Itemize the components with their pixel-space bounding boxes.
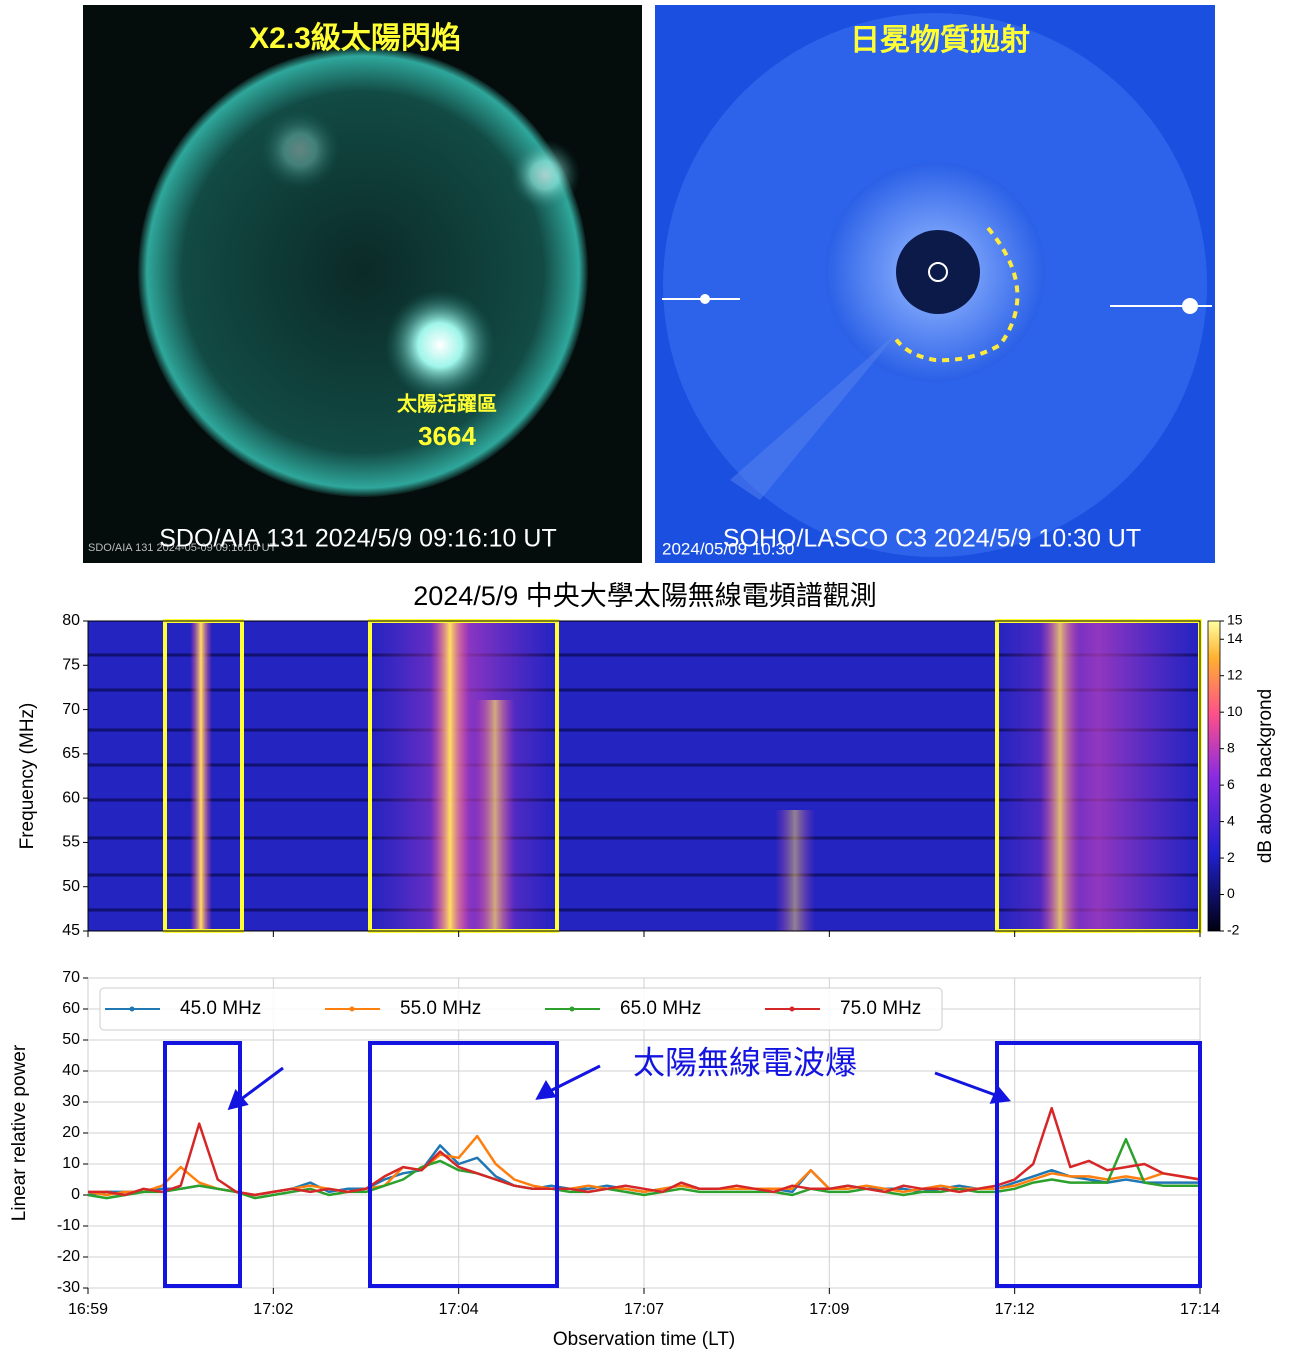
colorbar-tick-label: 10 <box>1227 703 1243 719</box>
image-title: X2.3級太陽閃焰 <box>249 21 461 55</box>
highlight-box <box>995 1041 1202 1288</box>
cme-streak <box>730 330 900 500</box>
y-tick-label: 65 <box>62 745 80 762</box>
x-tick-label: 17:07 <box>624 1301 664 1318</box>
burst-emission <box>475 700 515 931</box>
burst-emission <box>775 810 815 931</box>
y-tick-label: 20 <box>62 1124 80 1141</box>
legend-marker <box>569 1006 575 1012</box>
burst-emission <box>190 621 212 931</box>
annotation: 太陽無線電波爆 <box>633 1044 857 1080</box>
legend-marker <box>789 1006 795 1012</box>
y-tick-label: 30 <box>62 1093 80 1110</box>
image-title: 日冕物質拋射 <box>850 24 1030 57</box>
sun-marker <box>928 262 948 282</box>
colorbar-tick-label: 8 <box>1227 739 1235 755</box>
y-tick-label: -30 <box>57 1279 80 1296</box>
colorbar-tick-label: 14 <box>1227 630 1243 646</box>
burst-emission <box>430 621 470 931</box>
highlight-box <box>368 1041 559 1288</box>
legend-marker <box>129 1006 135 1012</box>
burst-emission <box>1040 621 1080 931</box>
image-stamp: 2024/05/09 10:30 <box>662 539 794 558</box>
y-tick-label: 10 <box>62 1155 80 1172</box>
y-tick-label: 50 <box>62 1031 80 1048</box>
y-tick-label: 60 <box>62 1000 80 1017</box>
colorbar <box>1207 620 1221 932</box>
y-tick-label: 50 <box>62 878 80 895</box>
x-tick-label: 17:04 <box>439 1301 479 1318</box>
image-caption: SDO/AIA 131 2024/5/9 09:16:10 UT <box>159 525 557 553</box>
x-tick-label: 17:02 <box>253 1301 293 1318</box>
image-caption: SOHO/LASCO C3 2024/5/9 10:30 UT <box>723 525 1141 553</box>
occulter <box>896 230 980 314</box>
colorbar-tick-label: 15 <box>1227 612 1243 628</box>
colorbar-label: dB above backgrond <box>1255 689 1276 863</box>
active-region <box>510 140 580 210</box>
y-tick-label: -20 <box>57 1248 80 1265</box>
region-label: 太陽活躍區 <box>397 392 497 415</box>
y-axis-label: Frequency (MHz) <box>17 703 38 850</box>
series-line <box>87 1137 1200 1200</box>
legend <box>99 987 943 1031</box>
y-tick-label: 55 <box>62 834 80 851</box>
y-tick-label: 80 <box>62 612 80 629</box>
x-tick-label: 17:12 <box>995 1301 1035 1318</box>
y-tick-label: 0 <box>71 1186 80 1203</box>
legend-label: 55.0 MHz <box>400 998 481 1019</box>
colorbar-tick-label: 12 <box>1227 666 1243 682</box>
y-tick-label: 45 <box>62 922 80 939</box>
y-tick-label: 75 <box>62 657 80 674</box>
y-tick-label: 40 <box>62 1062 80 1079</box>
colorbar-tick-label: -2 <box>1227 922 1240 938</box>
x-tick-label: 16:59 <box>68 1301 108 1318</box>
sun-disk <box>138 47 588 497</box>
planet <box>1182 298 1198 314</box>
legend-label: 75.0 MHz <box>840 998 921 1019</box>
legend-label: 65.0 MHz <box>620 998 701 1019</box>
series-line <box>88 1106 1201 1197</box>
region-number: 3664 <box>418 421 476 451</box>
y-tick-label: 70 <box>62 969 80 986</box>
highlight-box <box>163 1041 242 1288</box>
y-tick-label: 60 <box>62 789 80 806</box>
cme-outline <box>891 226 1020 363</box>
chart-title: 2024/5/9 中央大學太陽無線電頻譜觀測 <box>413 581 877 611</box>
colorbar-tick-label: 0 <box>1227 885 1235 901</box>
x-axis-label: Observation time (LT) <box>553 1329 735 1350</box>
active-region <box>260 110 340 190</box>
colorbar-tick-label: 4 <box>1227 812 1235 828</box>
y-axis-label: Linear relative power <box>9 1044 30 1221</box>
image-stamp: SDO/AIA 131 2024-05-09 09:16:10 UT <box>88 542 277 554</box>
flare <box>385 290 495 400</box>
colorbar-tick-label: 2 <box>1227 849 1235 865</box>
x-tick-label: 17:09 <box>809 1301 849 1318</box>
y-tick-label: -10 <box>57 1217 80 1234</box>
colorbar-tick-label: 6 <box>1227 776 1235 792</box>
planet <box>700 294 710 304</box>
legend-marker <box>349 1006 355 1012</box>
legend-label: 45.0 MHz <box>180 998 261 1019</box>
x-tick-label: 17:14 <box>1180 1301 1220 1318</box>
burst-haze <box>997 621 1200 931</box>
arrows <box>227 1064 1011 1111</box>
y-tick-label: 70 <box>62 701 80 718</box>
